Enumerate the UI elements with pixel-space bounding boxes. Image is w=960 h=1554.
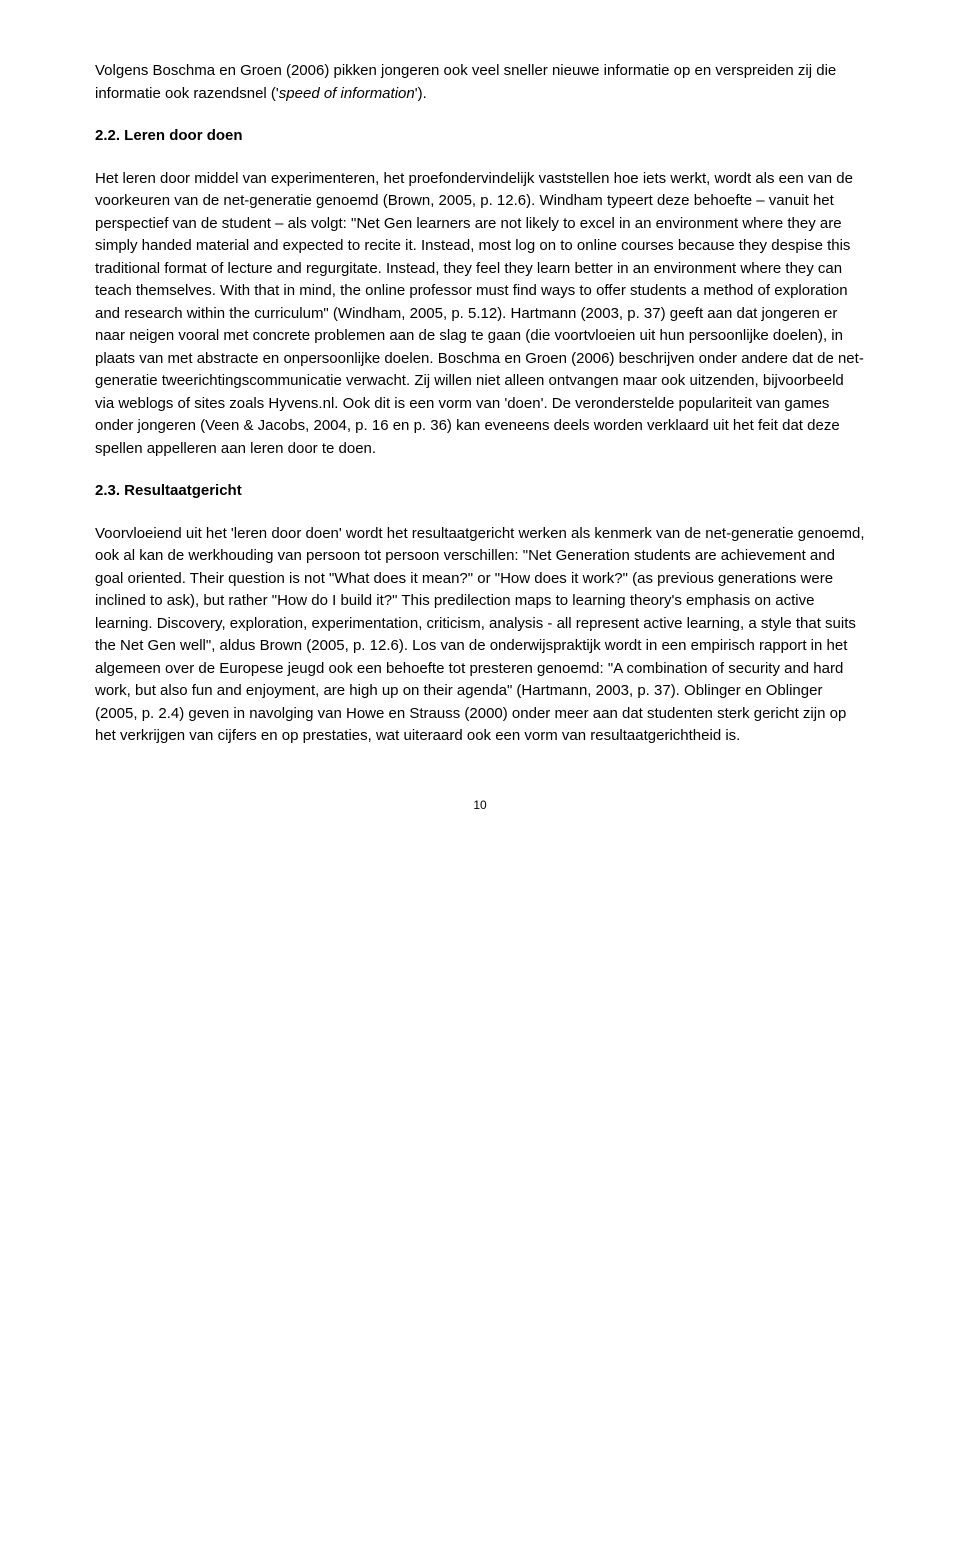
section-2-3-body: Voorvloeiend uit het 'leren door doen' w… [95, 523, 865, 748]
page-number: 10 [95, 798, 865, 812]
section-heading-2-3: 2.3. Resultaatgericht [95, 480, 865, 503]
para1-part1: Volgens Boschma en Groen (2006) pikken j… [95, 62, 836, 102]
section-2-2-body: Het leren door middel van experimenteren… [95, 168, 865, 461]
para1-italic: speed of information [279, 85, 415, 102]
para1-part2: '). [415, 85, 427, 102]
intro-paragraph: Volgens Boschma en Groen (2006) pikken j… [95, 60, 865, 105]
section-heading-2-2: 2.2. Leren door doen [95, 125, 865, 148]
